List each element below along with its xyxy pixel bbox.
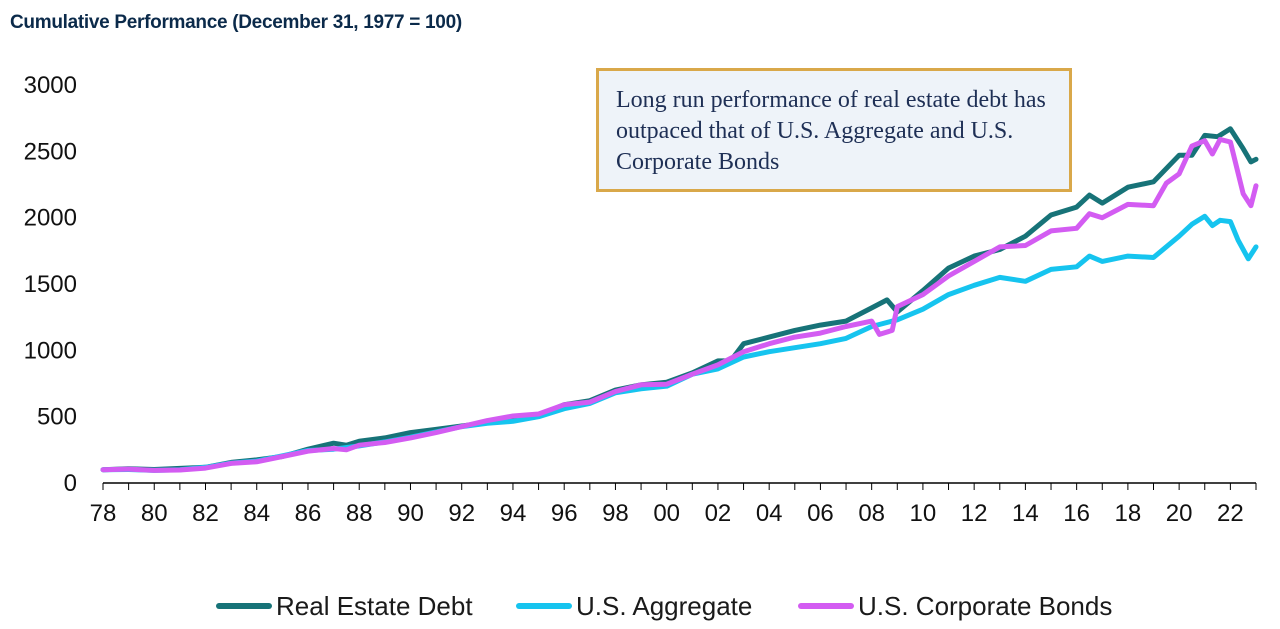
legend-item-real-estate-debt: Real Estate Debt — [216, 588, 473, 624]
x-tick-label: 06 — [807, 500, 834, 527]
x-tick-label: 14 — [1012, 500, 1039, 527]
y-tick-label: 0 — [64, 470, 77, 497]
y-tick-label: 2500 — [24, 138, 77, 165]
x-tick-label: 00 — [653, 500, 680, 527]
x-tick-label: 78 — [90, 500, 117, 527]
y-tick-label: 1000 — [24, 337, 77, 364]
x-tick-label: 80 — [141, 500, 168, 527]
x-tick-label: 08 — [858, 500, 885, 527]
x-tick-label: 10 — [910, 500, 937, 527]
legend: Real Estate Debt U.S. Aggregate U.S. Cor… — [0, 588, 1280, 624]
x-tick-label: 94 — [500, 500, 527, 527]
x-tick-label: 90 — [397, 500, 424, 527]
x-tick-label: 96 — [551, 500, 578, 527]
y-axis: 0 500 1000 1500 2000 2500 3000 — [24, 72, 77, 497]
legend-label: U.S. Corporate Bonds — [858, 590, 1113, 621]
x-tick-label: 02 — [705, 500, 732, 527]
legend-swatch — [516, 603, 572, 609]
x-tick-label: 86 — [295, 500, 322, 527]
legend-label: U.S. Aggregate — [576, 590, 753, 621]
x-tick-label: 22 — [1217, 500, 1244, 527]
x-tick-label: 20 — [1166, 500, 1193, 527]
x-tick-label: 18 — [1115, 500, 1142, 527]
y-tick-label: 500 — [37, 404, 77, 431]
y-tick-label: 2000 — [24, 205, 77, 232]
x-tick-label: 98 — [602, 500, 629, 527]
x-tick-label: 12 — [961, 500, 988, 527]
series-line-u-s-aggregate — [100, 213, 1259, 473]
x-tick-label: 04 — [756, 500, 783, 527]
x-tick-label: 84 — [243, 500, 270, 527]
legend-item-us-corporate-bonds: U.S. Corporate Bonds — [798, 588, 1112, 624]
series-line-u-s-corporate-bonds — [100, 136, 1259, 473]
y-tick-label: 3000 — [24, 72, 77, 99]
legend-swatch — [798, 603, 854, 609]
y-tick-label: 1500 — [24, 271, 77, 298]
x-tick-label: 92 — [448, 500, 475, 527]
x-tick-label: 16 — [1063, 500, 1090, 527]
legend-label: Real Estate Debt — [276, 590, 473, 621]
legend-swatch — [216, 603, 272, 609]
chart-title: Cumulative Performance (December 31, 197… — [10, 12, 462, 33]
legend-item-us-aggregate: U.S. Aggregate — [516, 588, 752, 624]
x-axis: 78 80 82 84 86 88 90 92 94 96 98 00 02 04 06 08 10 12 14 16… — [90, 482, 1257, 527]
series-lines — [100, 126, 1259, 473]
annotation-callout: Long run performance of real estate debt… — [596, 68, 1072, 192]
x-tick-label: 88 — [346, 500, 373, 527]
x-tick-label: 82 — [192, 500, 219, 527]
